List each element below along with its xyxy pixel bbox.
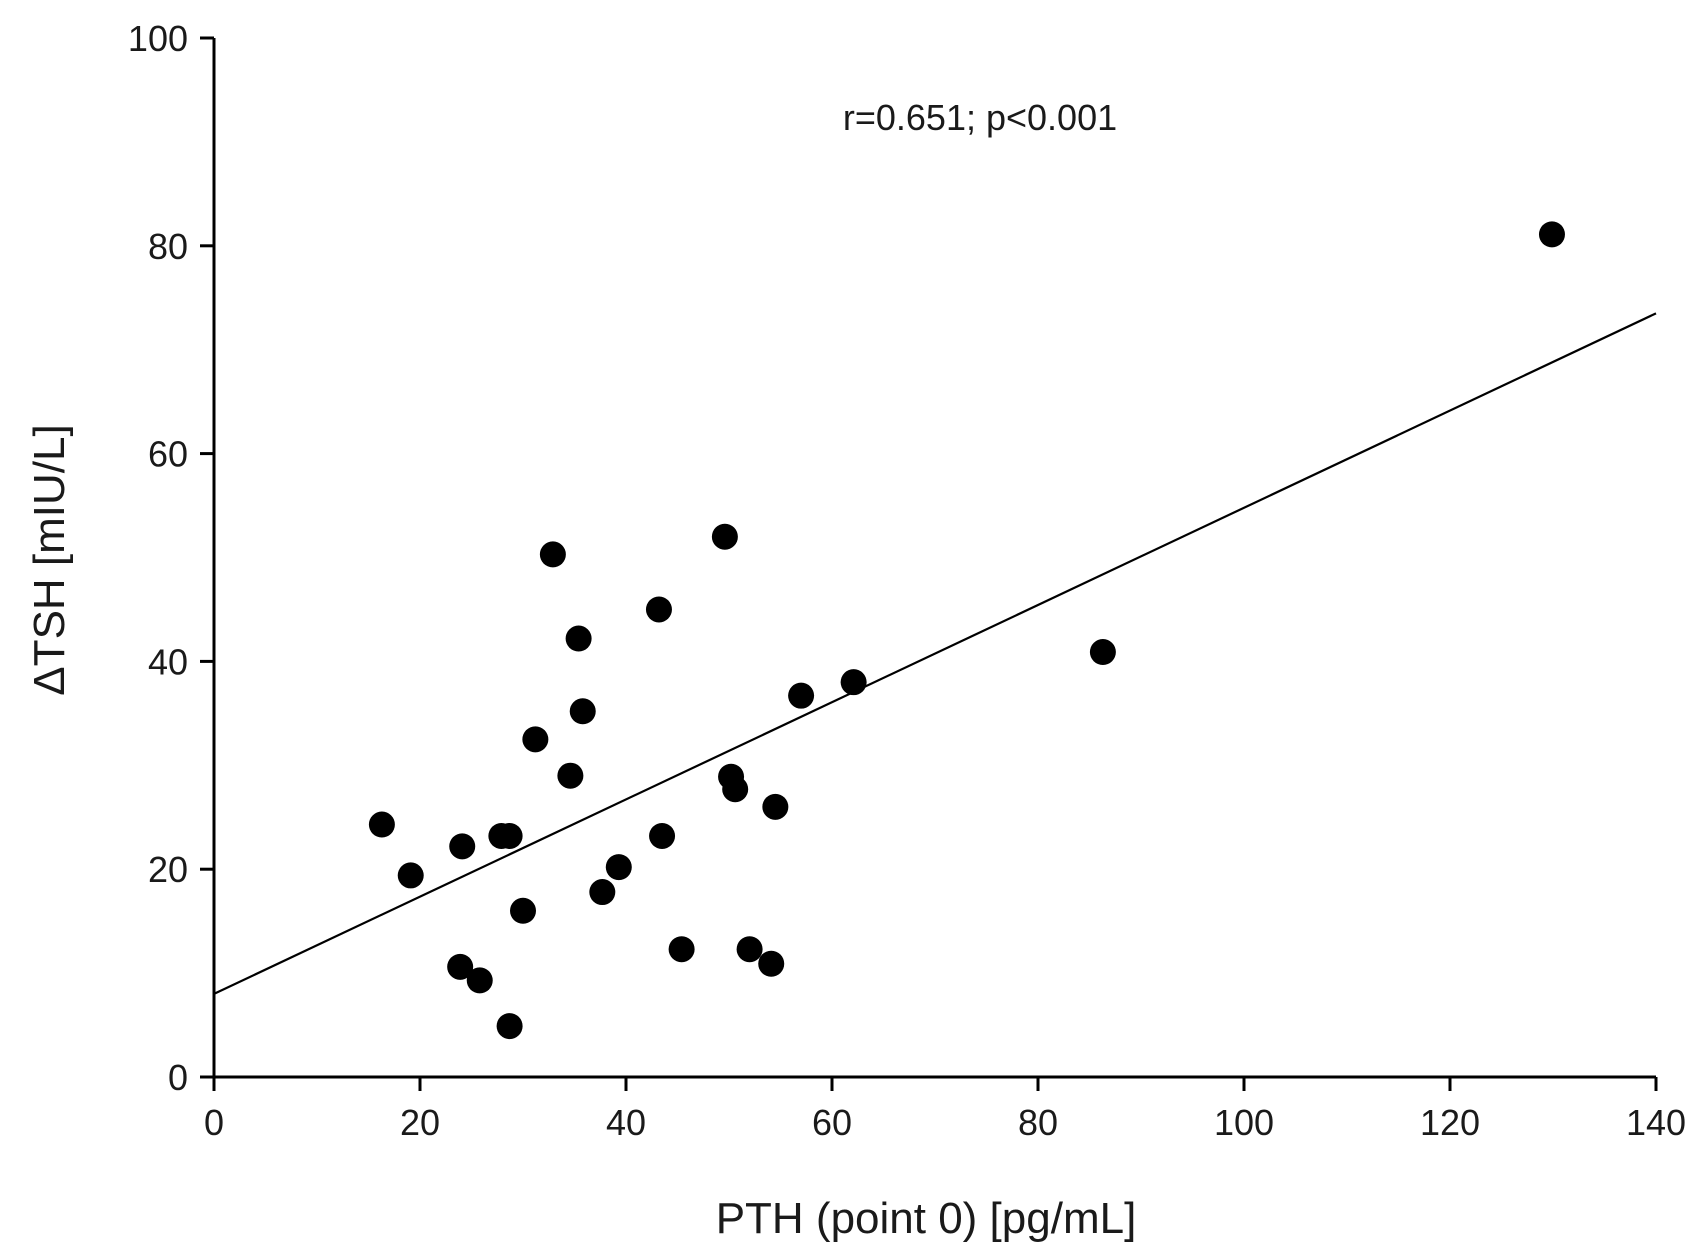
data-point [368, 811, 395, 838]
data-point [496, 1013, 523, 1040]
data-point [539, 541, 566, 568]
data-point [711, 523, 738, 550]
data-point [605, 854, 632, 881]
data-point [788, 682, 815, 709]
data-point [1089, 639, 1116, 666]
data-point [397, 862, 424, 889]
data-point [569, 698, 596, 725]
y-tick-label: 0 [168, 1057, 188, 1098]
data-point [736, 936, 763, 963]
y-ticks: 0 20 40 60 80 100 [128, 18, 214, 1098]
data-point [668, 936, 695, 963]
y-axis-title: ΔTSH [mIU/L] [25, 424, 74, 695]
y-tick-label: 100 [128, 18, 188, 59]
regression-line [213, 312, 1657, 995]
x-tick-label: 140 [1626, 1102, 1686, 1143]
data-point [522, 726, 549, 753]
y-tick-label: 20 [148, 849, 188, 890]
y-tick-label: 80 [148, 226, 188, 267]
data-point [649, 822, 676, 849]
data-point [447, 953, 474, 980]
x-tick-label: 0 [204, 1102, 224, 1143]
data-point [645, 596, 672, 623]
data-point [758, 950, 785, 977]
data-point [840, 669, 867, 696]
x-tick-label: 60 [812, 1102, 852, 1143]
x-tick-label: 40 [606, 1102, 646, 1143]
data-point [762, 793, 789, 820]
data-point [466, 967, 493, 994]
data-point [589, 879, 616, 906]
x-tick-label: 20 [400, 1102, 440, 1143]
data-point [557, 762, 584, 789]
data-point [449, 833, 476, 860]
data-point [1538, 221, 1565, 248]
data-point [510, 897, 536, 924]
data-point [565, 625, 592, 652]
correlation-annotation: r=0.651; p<0.001 [843, 97, 1117, 138]
x-tick-label: 100 [1214, 1102, 1274, 1143]
x-ticks: 0 20 40 60 80 100 120 140 [204, 1077, 1686, 1143]
x-tick-label: 120 [1420, 1102, 1480, 1143]
y-tick-label: 60 [148, 434, 188, 475]
data-point [496, 822, 523, 849]
data-point [722, 776, 749, 803]
x-tick-label: 80 [1018, 1102, 1058, 1143]
x-axis-title: PTH (point 0) [pg/mL] [716, 1194, 1137, 1243]
y-tick-label: 40 [148, 641, 188, 682]
data-points [368, 221, 1565, 1040]
axes [212, 38, 1656, 1079]
